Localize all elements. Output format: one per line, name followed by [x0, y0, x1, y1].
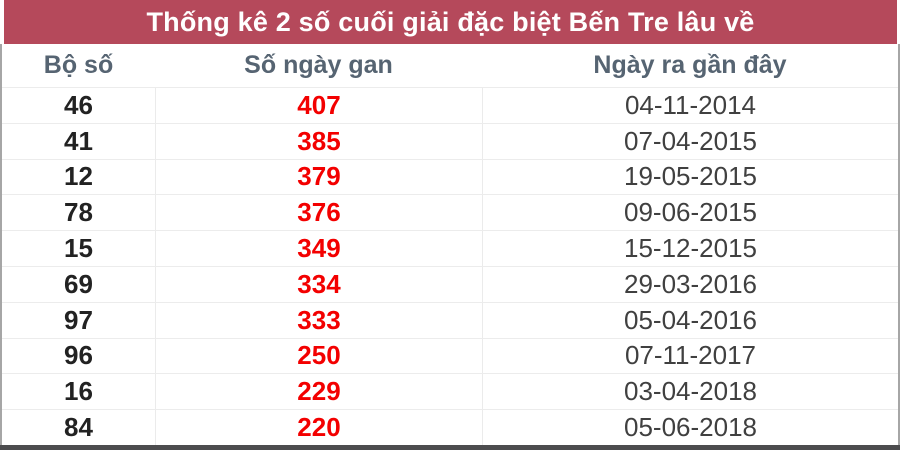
stats-table: Bộ số Số ngày gan Ngày ra gần đây 46 407…	[0, 44, 900, 445]
cell-gap-days: 220	[155, 410, 482, 445]
cell-pair: 16	[64, 376, 93, 407]
cell-last-date: 05-04-2016	[482, 302, 898, 338]
cell-pair: 84	[64, 412, 93, 443]
column-header-pair: Bộ số	[43, 51, 114, 79]
cell-pair: 41	[64, 125, 93, 156]
cell-pair: 15	[64, 233, 93, 264]
cell-last-date: 04-11-2014	[482, 88, 898, 123]
cell-pair: 69	[64, 268, 93, 299]
cell-pair: 12	[64, 161, 93, 192]
cell-last-date: 19-05-2015	[482, 159, 898, 195]
table-row: 16 229 03-04-2018	[2, 374, 898, 411]
cell-gap-days: 379	[155, 159, 482, 195]
cell-last-date: 03-04-2018	[482, 374, 898, 410]
table-row: 41 385 07-04-2015	[2, 123, 898, 160]
table-header-row: Bộ số Số ngày gan Ngày ra gần đây	[2, 44, 898, 88]
table-row: 78 376 09-06-2015	[2, 195, 898, 232]
cell-gap-days: 385	[155, 123, 482, 159]
table-row: 96 250 07-11-2017	[2, 338, 898, 375]
bottom-border-bar	[0, 445, 900, 450]
cell-last-date: 07-11-2017	[482, 338, 898, 374]
cell-gap-days: 229	[155, 374, 482, 410]
table-row: 97 333 05-04-2016	[2, 302, 898, 339]
cell-gap-days: 376	[155, 195, 482, 231]
cell-last-date: 05-06-2018	[482, 410, 898, 445]
cell-last-date: 07-04-2015	[482, 123, 898, 159]
table-row: 46 407 04-11-2014	[2, 88, 898, 124]
cell-gap-days: 407	[155, 88, 482, 123]
cell-last-date: 15-12-2015	[482, 231, 898, 266]
cell-pair: 96	[64, 340, 93, 371]
table-row: 84 220 05-06-2018	[2, 410, 898, 445]
column-header-last-date: Ngày ra gần đây	[593, 51, 787, 79]
table-row: 69 334 29-03-2016	[2, 266, 898, 303]
cell-pair: 46	[64, 89, 93, 120]
cell-gap-days: 349	[155, 231, 482, 266]
table-row: 12 379 19-05-2015	[2, 159, 898, 196]
cell-last-date: 09-06-2015	[482, 195, 898, 231]
table-row: 15 349 15-12-2015	[2, 231, 898, 267]
widget-title: Thống kê 2 số cuối giải đặc biệt Bến Tre…	[4, 0, 897, 44]
cell-last-date: 29-03-2016	[482, 266, 898, 302]
cell-gap-days: 334	[155, 266, 482, 302]
cell-gap-days: 333	[155, 302, 482, 338]
column-header-gap-days: Số ngày gan	[244, 51, 393, 79]
cell-pair: 97	[64, 304, 93, 335]
cell-pair: 78	[64, 197, 93, 228]
cell-gap-days: 250	[155, 338, 482, 374]
